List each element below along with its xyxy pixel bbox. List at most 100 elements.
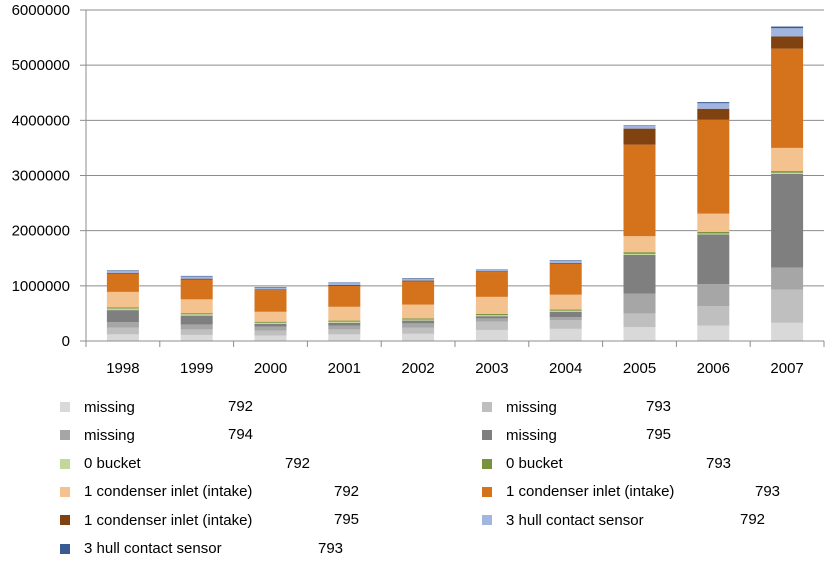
- bar-segment: [697, 102, 730, 104]
- bar-segment: [328, 321, 361, 323]
- bar-segment: [254, 330, 287, 336]
- bar-segment: [549, 320, 582, 329]
- bar-segment: [254, 322, 287, 324]
- bar-segment: [697, 108, 730, 120]
- x-tick-label: 2000: [254, 360, 287, 377]
- bar-segment: [106, 291, 139, 308]
- bar-segment: [697, 325, 730, 341]
- bar-segment: [697, 103, 730, 109]
- bar-segment: [106, 270, 139, 273]
- bar-segment: [254, 323, 287, 327]
- bar-segment: [402, 281, 435, 305]
- bar-segment: [475, 313, 508, 316]
- bar-segment: [771, 26, 804, 29]
- y-tick-label: 0: [62, 333, 70, 350]
- bar-segment: [328, 325, 361, 330]
- bar-segment: [402, 327, 435, 334]
- bar-segment: [549, 294, 582, 310]
- bar-segment: [180, 276, 213, 279]
- bar-segment: [254, 287, 287, 290]
- bar-segment: [623, 236, 656, 253]
- bar-segment: [475, 269, 508, 272]
- bar-segment: [328, 322, 361, 326]
- bar-segment: [402, 333, 435, 341]
- y-tick-label: 2000000: [12, 223, 70, 240]
- tick-labels: 0 1000000 2000000 3000000 4000000 5000000 6000…: [12, 2, 804, 377]
- bar-segment: [254, 335, 287, 341]
- bar-segment: [254, 326, 287, 331]
- bar-segment: [106, 307, 139, 309]
- bar-segment: [697, 284, 730, 307]
- bar-segment: [402, 280, 435, 282]
- bar-segment: [623, 313, 656, 328]
- bar-segment: [697, 234, 730, 285]
- bar-segment: [771, 172, 804, 174]
- bar-segment: [771, 147, 804, 172]
- x-tick-label: 1999: [180, 360, 213, 377]
- bar-segment: [106, 327, 139, 335]
- bar-segment: [771, 289, 804, 323]
- bar-segment: [475, 315, 508, 317]
- bar-segment: [328, 306, 361, 321]
- bar-segment: [180, 314, 213, 316]
- bar-segment: [549, 262, 582, 264]
- bar-segment: [328, 329, 361, 335]
- bar-segment: [328, 285, 361, 286]
- x-tick-label: 2005: [623, 360, 656, 377]
- axes: [80, 9, 825, 347]
- bar-segment: [771, 28, 804, 37]
- bar-segment: [328, 320, 361, 322]
- bar-segment: [623, 128, 656, 145]
- y-tick-label: 4000000: [12, 112, 70, 129]
- bar-segment: [106, 270, 139, 271]
- bar-segment: [475, 318, 508, 322]
- bar-segment: [180, 324, 213, 330]
- bar-segment: [180, 299, 213, 314]
- bar-segment: [106, 310, 139, 323]
- bar-segment: [475, 321, 508, 330]
- bar-segment: [254, 290, 287, 312]
- bar-segment: [623, 125, 656, 129]
- y-tick-label: 5000000: [12, 57, 70, 74]
- x-tick-label: 2006: [697, 360, 730, 377]
- bar-stacks: [106, 26, 804, 341]
- bar-segment: [697, 231, 730, 234]
- bar-segment: [549, 310, 582, 312]
- bar-segment: [106, 334, 139, 341]
- bar-segment: [623, 125, 656, 126]
- bar-segment: [254, 289, 287, 291]
- bar-segment: [475, 296, 508, 314]
- bar-segment: [402, 319, 435, 321]
- bar-segment: [771, 173, 804, 268]
- bar-segment: [402, 278, 435, 281]
- bar-segment: [475, 316, 508, 319]
- bar-segment: [549, 311, 582, 318]
- bar-segment: [106, 273, 139, 292]
- bar-segment: [771, 267, 804, 290]
- bar-segment: [328, 283, 361, 286]
- x-tick-label: 2004: [549, 360, 582, 377]
- bar-segment: [180, 278, 213, 280]
- bar-segment: [180, 315, 213, 325]
- bar-segment: [623, 254, 656, 294]
- bar-segment: [402, 318, 435, 320]
- y-tick-label: 6000000: [12, 2, 70, 19]
- bar-segment: [549, 260, 582, 261]
- bar-segment: [254, 311, 287, 322]
- bar-segment: [475, 329, 508, 341]
- bar-segment: [402, 323, 435, 328]
- bar-segment: [549, 309, 582, 311]
- bar-segment: [475, 271, 508, 273]
- bar-segment: [623, 327, 656, 341]
- bar-segment: [549, 317, 582, 321]
- bar-segment: [623, 252, 656, 254]
- bar-segment: [475, 272, 508, 297]
- bar-segment: [328, 334, 361, 341]
- x-tick-label: 2007: [770, 360, 803, 377]
- bar-segment: [623, 144, 656, 237]
- bar-segment: [106, 322, 139, 328]
- bar-segment: [549, 260, 582, 263]
- bar-segment: [328, 285, 361, 307]
- bar-segment: [180, 329, 213, 335]
- bar-segment: [402, 304, 435, 319]
